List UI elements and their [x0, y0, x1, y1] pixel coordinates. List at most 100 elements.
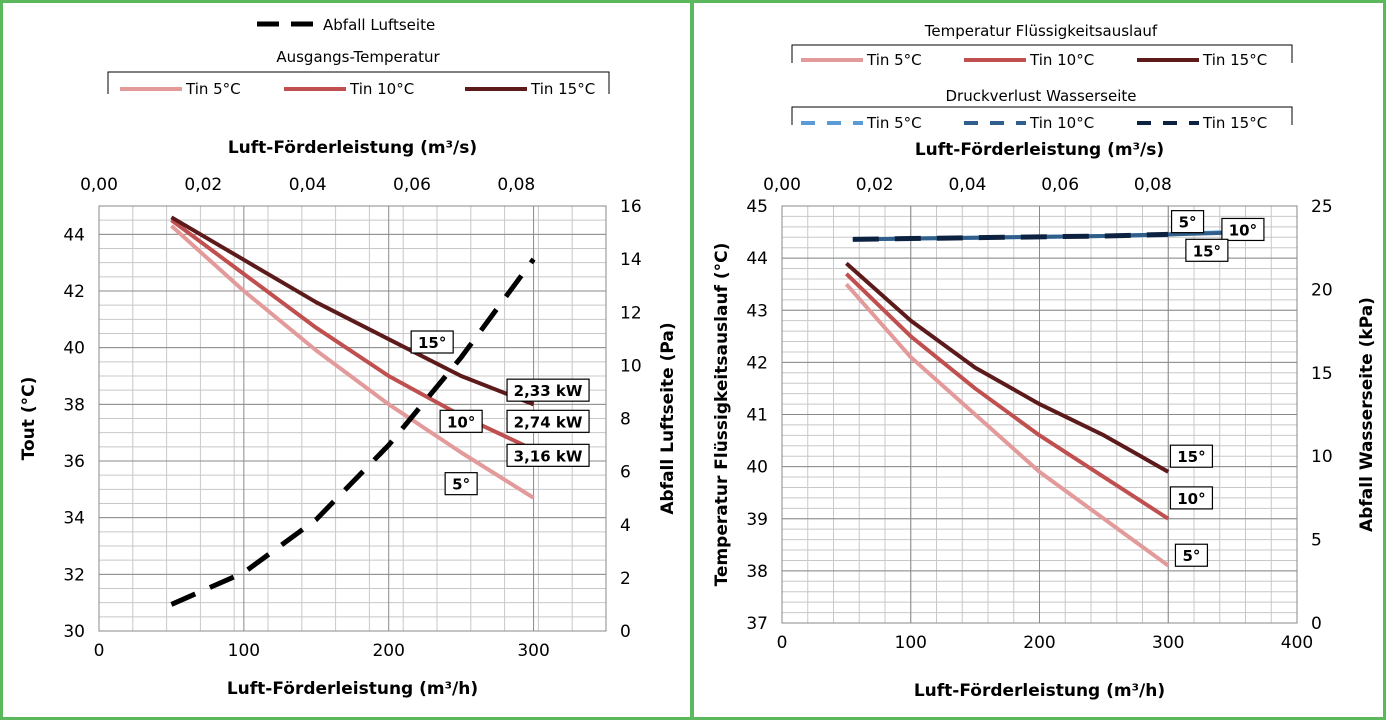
annotation-left-0: 15°: [418, 334, 446, 352]
legend-right-item1-label-2: Tin 15°C: [1202, 51, 1267, 69]
y-tick-label: 36: [63, 452, 85, 472]
y-tick-label: 40: [746, 458, 768, 478]
y2-tick-label: 15: [1311, 364, 1333, 384]
y-tick-label: 44: [746, 249, 768, 269]
y-tick-label: 42: [63, 282, 85, 302]
x-axis-title: Luft-Förderleistung (m³/h): [227, 679, 478, 699]
x-tick-label: 400: [1281, 633, 1313, 653]
legend-left-group-title: Ausgangs-Temperatur: [276, 48, 440, 66]
annotation-left-1-box: [439, 409, 483, 433]
annotation-left-5: 3,16 kW: [514, 447, 583, 465]
legend-right-item2-label-0: Tin 5°C: [866, 114, 922, 132]
legend-left-item-label-0: Tin 5°C: [185, 80, 241, 98]
x-tick-label: 0: [94, 641, 105, 661]
y2-tick-label: 10: [1311, 447, 1333, 467]
annotation-left-0-box: [410, 330, 454, 354]
left-series-line-0: [170, 224, 535, 500]
x-tick-label: 0: [777, 633, 788, 653]
y-tick-label: 39: [746, 510, 768, 530]
y2-tick-label: 20: [1311, 280, 1333, 300]
annotation-right-0-box: [1170, 210, 1205, 234]
x-top-tick-label: 0,04: [948, 175, 986, 195]
annotation-right-3: 15°: [1177, 448, 1205, 466]
y2-tick-label: 0: [620, 622, 631, 642]
series-right: [844, 229, 1233, 568]
y-tick-label: 38: [746, 562, 768, 582]
annotation-right-2: 15°: [1193, 242, 1221, 260]
x-tick-label: 100: [228, 641, 260, 661]
x-tick-label: 200: [372, 641, 404, 661]
y2-tick-label: 25: [1311, 197, 1333, 217]
x-top-tick-label: 0,00: [763, 175, 801, 195]
legend-left: Abfall Luftseite Ausgangs-Temperatur Tin 5…: [107, 16, 610, 98]
annotation-right-0: 5°: [1179, 214, 1197, 232]
y2-tick-label: 2: [620, 569, 631, 589]
right-series-line-2: [845, 261, 1170, 474]
legend-left-label-dashed: Abfall Luftseite: [323, 16, 435, 34]
chart-panel-right: Temperatur Flüssigkeitsauslauf Tin 5°C Tin…: [691, 0, 1386, 720]
x-tick-label: 300: [1152, 633, 1184, 653]
legend-left-bracket: [107, 71, 610, 94]
annotation-right-5-box: [1174, 543, 1209, 567]
y2-tick-label: 6: [620, 463, 631, 483]
annotation-left-5-box: [506, 443, 590, 467]
y2-tick-label: 14: [620, 250, 642, 270]
y-axis-title: Temperatur Flüssigkeitsauslauf (°C): [712, 243, 732, 587]
left-series-line-3: [170, 257, 536, 607]
y-tick-label: 38: [63, 395, 85, 415]
annotation-right-4: 10°: [1177, 490, 1205, 508]
annotation-left-3: 2,33 kW: [514, 382, 583, 400]
chart-panel-left: Abfall Luftseite Ausgangs-Temperatur Tin 5…: [0, 0, 693, 720]
x-tick-label: 300: [517, 641, 549, 661]
y-tick-label: 32: [63, 565, 85, 585]
annotation-right-2-box: [1185, 238, 1229, 262]
y-tick-label: 30: [63, 622, 85, 642]
right-series-line-1: [844, 272, 1170, 521]
annotation-right-3-box: [1169, 444, 1214, 468]
y2-axis-title: Abfall Luftseite (Pa): [658, 322, 678, 514]
legend-right-group2-title: Druckverlust Wasserseite: [946, 87, 1137, 105]
annotation-right-1: 10°: [1229, 221, 1257, 239]
annotation-left-3-box: [506, 378, 590, 402]
left-series-line-2: [170, 215, 535, 407]
y2-tick-label: 4: [620, 516, 631, 536]
y2-tick-label: 5: [1311, 531, 1322, 551]
legend-right-item1-label-0: Tin 5°C: [866, 51, 922, 69]
legend-right-bracket2: [791, 106, 1293, 125]
grid-right: [781, 205, 1298, 624]
annotation-left-1: 10°: [447, 413, 475, 431]
x-axis-title: Luft-Förderleistung (m³/h): [914, 681, 1165, 701]
legend-right-bracket1: [791, 44, 1293, 63]
x-top-tick-label: 0,02: [856, 175, 894, 195]
x-top-tick-label: 0,04: [289, 175, 327, 195]
plot-area-left: [98, 205, 607, 632]
y2-tick-label: 12: [620, 303, 642, 323]
annotation-left-2: 5°: [452, 476, 470, 494]
annotations-right: 5° 10° 15° 15° 10° 5°: [1169, 210, 1265, 567]
annotation-left-2-box: [444, 472, 478, 496]
annotations-left: 15° 10° 5° 2,33 kW 2,74 kW 3,16 kW: [410, 330, 590, 496]
y-axis-title: Tout (°C): [19, 377, 39, 461]
legend-right-item2-label-1: Tin 10°C: [1029, 114, 1094, 132]
y2-tick-label: 8: [620, 410, 631, 430]
legend-left-item-label-1: Tin 10°C: [349, 80, 414, 98]
annotation-left-4: 2,74 kW: [514, 413, 583, 431]
annotation-right-5: 5°: [1182, 547, 1200, 565]
annotation-right-4-box: [1169, 486, 1214, 510]
annotation-right-1-box: [1221, 217, 1265, 242]
legend-right-item1-label-1: Tin 10°C: [1029, 51, 1094, 69]
y-tick-label: 41: [746, 406, 768, 426]
x-top-tick-label: 0,06: [393, 175, 431, 195]
legend-right-group1-title: Temperatur Flüssigkeitsauslauf: [924, 22, 1158, 40]
axes-left: 0 100 200 300 30 32 34 36 38 40 42 44 0 2 4 6 8 10 12 14 16 0…: [19, 138, 678, 699]
annotation-left-4-box: [506, 409, 590, 433]
plot-area-right: [781, 205, 1298, 624]
legend-right-item2-label-2: Tin 15°C: [1202, 114, 1267, 132]
chart-left: Abfall Luftseite Ausgangs-Temperatur Tin 5…: [19, 16, 678, 699]
y2-tick-label: 16: [620, 197, 642, 217]
y2-tick-label: 0: [1311, 614, 1322, 634]
right-series-line-5: [852, 231, 1169, 242]
y-tick-label: 40: [63, 339, 85, 359]
